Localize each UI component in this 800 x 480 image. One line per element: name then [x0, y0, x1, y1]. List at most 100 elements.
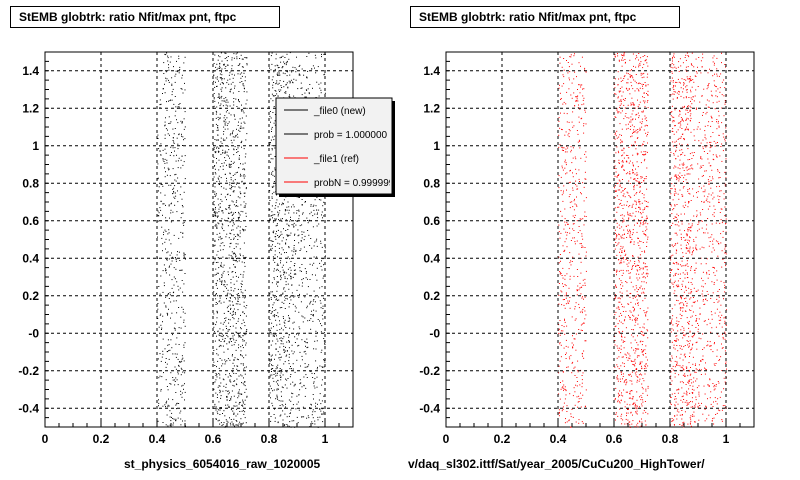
data-point — [569, 71, 571, 73]
data-point — [615, 284, 617, 286]
data-point — [617, 55, 619, 57]
data-point — [238, 260, 240, 262]
data-point — [630, 241, 632, 243]
data-point — [645, 273, 647, 275]
data-point — [220, 302, 222, 304]
data-point — [229, 312, 231, 314]
data-point — [301, 68, 303, 70]
data-point — [641, 111, 643, 113]
data-point — [245, 422, 247, 424]
data-point — [681, 163, 683, 165]
data-point — [622, 160, 624, 162]
data-point — [231, 68, 233, 70]
data-point — [580, 192, 581, 194]
data-point — [618, 159, 620, 161]
data-point — [244, 297, 246, 299]
data-point — [307, 342, 308, 344]
data-point — [628, 421, 630, 423]
data-point — [219, 374, 221, 376]
data-point — [280, 379, 282, 381]
data-point — [228, 406, 230, 408]
data-point — [635, 374, 637, 376]
data-point — [176, 337, 178, 339]
data-point — [581, 375, 583, 376]
data-point — [623, 215, 625, 217]
data-point — [558, 187, 560, 189]
data-point — [226, 298, 227, 300]
data-point — [561, 167, 563, 169]
data-point — [226, 124, 228, 126]
data-point — [299, 328, 301, 330]
data-point — [688, 201, 690, 203]
data-point — [567, 366, 569, 368]
data-point — [233, 217, 235, 219]
data-point — [621, 54, 623, 56]
data-point — [181, 213, 183, 214]
data-point — [627, 104, 629, 106]
data-point — [683, 304, 685, 306]
data-point — [219, 423, 221, 425]
data-point — [643, 223, 645, 225]
data-point — [683, 298, 685, 300]
data-point — [567, 62, 569, 63]
data-point — [579, 140, 580, 142]
data-point — [227, 348, 229, 350]
data-point — [621, 251, 623, 253]
data-point — [171, 279, 173, 281]
data-point — [239, 230, 241, 232]
data-point — [672, 131, 674, 132]
data-point — [228, 166, 230, 168]
data-point — [560, 232, 562, 234]
data-point — [672, 80, 674, 81]
data-point — [631, 238, 633, 240]
data-point — [684, 57, 686, 58]
data-point — [625, 391, 627, 393]
data-point — [637, 99, 638, 101]
data-point — [627, 409, 628, 410]
data-point — [322, 413, 324, 415]
data-point — [274, 90, 276, 91]
data-point — [175, 356, 177, 358]
data-point — [270, 416, 272, 417]
data-point — [615, 419, 616, 421]
data-point — [630, 119, 632, 121]
data-point — [276, 324, 278, 326]
data-point — [572, 206, 574, 208]
data-point — [680, 65, 682, 67]
data-point — [573, 209, 575, 211]
data-point — [223, 284, 225, 286]
data-point — [215, 282, 217, 284]
data-point — [584, 282, 586, 284]
data-point — [681, 367, 683, 369]
data-point — [618, 206, 620, 208]
data-point — [233, 339, 235, 341]
data-point — [157, 163, 159, 165]
data-point — [178, 106, 180, 108]
data-point — [640, 223, 642, 225]
data-point — [273, 314, 275, 316]
data-point — [581, 312, 583, 314]
data-point — [297, 235, 299, 237]
data-point — [274, 65, 276, 67]
data-point — [630, 75, 632, 77]
data-point — [576, 385, 578, 387]
data-point — [639, 240, 640, 242]
data-point — [215, 77, 217, 79]
data-point — [279, 338, 281, 340]
data-point — [233, 223, 235, 225]
data-point — [233, 414, 235, 415]
data-point — [216, 212, 218, 214]
data-point — [687, 242, 688, 243]
data-point — [281, 240, 283, 242]
data-point — [231, 271, 233, 273]
data-point — [689, 153, 691, 155]
data-point — [271, 282, 273, 284]
data-point — [220, 242, 222, 244]
data-point — [639, 308, 641, 310]
data-point — [579, 384, 581, 386]
data-point — [302, 316, 304, 318]
data-point — [561, 387, 563, 389]
data-point — [157, 134, 159, 136]
data-point — [319, 300, 321, 302]
data-point — [615, 132, 616, 134]
